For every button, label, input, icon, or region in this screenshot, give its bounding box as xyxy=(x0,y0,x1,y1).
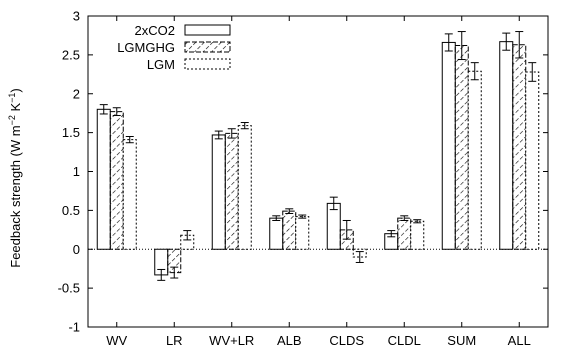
x-tick-label: ALB xyxy=(277,333,302,348)
error-bar xyxy=(157,268,166,281)
bar-LGM-WV xyxy=(122,139,137,250)
error-bar xyxy=(240,122,249,130)
y-tick-label: -1 xyxy=(68,320,80,335)
legend-label: LGM xyxy=(147,57,175,72)
error-bar xyxy=(125,136,134,144)
bar-LGMGHG-WV xyxy=(109,111,124,250)
y-axis-label: Feedback strength (W m−2 K−1) xyxy=(7,88,23,268)
error-bar xyxy=(329,196,338,211)
bar-LGMGHG-ALL xyxy=(512,44,527,250)
error-bar xyxy=(214,130,223,140)
y-tick-label: 1.5 xyxy=(62,125,80,140)
legend-swatch xyxy=(184,24,231,36)
y-tick-label: 0 xyxy=(73,242,80,257)
x-tick-label: CLDS xyxy=(329,333,364,348)
legend-label: 2xCO2 xyxy=(135,23,175,38)
x-tick-label: ALL xyxy=(508,333,531,348)
error-bar xyxy=(528,62,537,82)
y-tick-label: 2.5 xyxy=(62,47,80,62)
bar-2xCO2-ALL xyxy=(499,41,514,250)
bar-2xCO2-WV xyxy=(96,108,111,250)
error-bar xyxy=(183,230,192,241)
legend-swatch xyxy=(184,41,231,53)
bar-LGMGHG-SUM xyxy=(454,45,469,250)
x-tick-label: LR xyxy=(166,333,183,348)
y-tick-label: 2 xyxy=(73,86,80,101)
bar-LGMGHG-WV+LR xyxy=(224,132,239,250)
error-bar xyxy=(227,128,236,139)
error-bar xyxy=(272,215,281,221)
bar-LGM-SUM xyxy=(467,70,482,250)
x-tick-label: SUM xyxy=(447,333,476,348)
error-bar xyxy=(298,214,307,219)
bar-LGM-CLDL xyxy=(410,220,425,250)
legend-swatch xyxy=(184,58,231,70)
error-bar xyxy=(355,251,364,263)
error-bar xyxy=(444,33,453,52)
error-bar xyxy=(99,104,108,115)
error-bar xyxy=(470,62,479,81)
bar-LGM-LR xyxy=(180,234,195,250)
bar-LGMGHG-CLDL xyxy=(397,217,412,250)
error-bar xyxy=(515,31,524,59)
legend-label: LGMGHG xyxy=(117,40,175,55)
bar-LGM-ALL xyxy=(525,71,540,250)
bar-2xCO2-ALB xyxy=(269,217,284,250)
error-bar xyxy=(502,32,511,51)
error-bar xyxy=(387,230,396,238)
error-bar xyxy=(170,266,179,279)
error-bar xyxy=(112,107,121,117)
x-tick-label: CLDL xyxy=(388,333,421,348)
error-bar xyxy=(342,219,351,240)
y-tick-label: 3 xyxy=(73,9,80,24)
x-axis: WV LR WV+LR ALB CLDS CLDL SUM ALL xyxy=(106,16,531,348)
x-tick-label: WV xyxy=(106,333,127,348)
bar-2xCO2-SUM xyxy=(441,41,456,250)
y-tick-label: 0.5 xyxy=(62,203,80,218)
error-bar xyxy=(285,208,294,214)
y-axis: -1 -0.5 0 0.5 1 1.5 2 2.5 3 xyxy=(58,9,548,335)
error-bar xyxy=(413,219,422,224)
legend: 2xCO2 LGMGHG LGM xyxy=(117,23,231,72)
bar-LGMGHG-ALB xyxy=(282,210,297,250)
error-bar xyxy=(457,31,466,61)
x-tick-label: WV+LR xyxy=(209,333,254,348)
bar-2xCO2-CLDS xyxy=(326,202,341,250)
bar-LGM-ALB xyxy=(295,216,310,250)
error-bar xyxy=(400,215,409,221)
bar-LGM-WV+LR xyxy=(237,125,252,250)
y-tick-label: 1 xyxy=(73,164,80,179)
bar-2xCO2-WV+LR xyxy=(211,134,226,250)
bars xyxy=(96,31,540,281)
y-tick-label: -0.5 xyxy=(58,281,80,296)
